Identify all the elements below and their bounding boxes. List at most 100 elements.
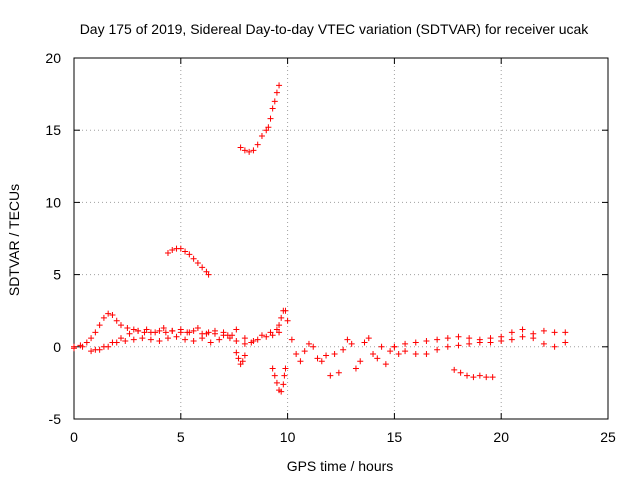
data-point	[357, 358, 364, 365]
x-tick-labels: 0 5 10 15 20 25	[70, 429, 616, 445]
data-point	[105, 310, 112, 317]
data-point	[199, 264, 206, 271]
data-point	[113, 317, 120, 324]
data-point	[258, 332, 265, 339]
y-tick-label: 15	[45, 122, 61, 138]
data-point	[117, 322, 124, 329]
x-tick-label: 10	[280, 429, 296, 445]
data-point	[135, 327, 142, 334]
data-point	[412, 351, 419, 358]
data-point	[476, 372, 483, 379]
data-point	[267, 115, 274, 122]
data-point	[395, 351, 402, 358]
data-point	[130, 326, 137, 333]
data-point	[387, 348, 394, 355]
data-series	[233, 349, 248, 368]
x-tick-label: 25	[600, 429, 616, 445]
data-point	[412, 339, 419, 346]
data-point	[562, 329, 569, 336]
data-point	[271, 372, 278, 379]
data-point	[152, 329, 159, 336]
data-point	[199, 335, 206, 342]
data-point	[282, 307, 289, 314]
data-point	[540, 340, 547, 347]
data-point	[335, 369, 342, 376]
data-point	[276, 322, 283, 329]
data-point	[340, 346, 347, 353]
data-point	[246, 148, 253, 155]
data-point	[100, 314, 107, 321]
data-point	[186, 251, 193, 258]
data-point	[280, 381, 287, 388]
data-point	[79, 343, 86, 350]
data-point	[483, 374, 490, 381]
data-point	[508, 329, 515, 336]
data-point	[457, 369, 464, 376]
y-axis-label: SDTVAR / TECUs	[6, 184, 22, 296]
data-point	[233, 349, 240, 356]
data-point	[327, 372, 334, 379]
data-point	[344, 336, 351, 343]
data-point	[239, 358, 246, 365]
data-point	[282, 365, 289, 372]
y-tick-label: 10	[45, 194, 61, 210]
data-point	[265, 124, 272, 131]
data-point	[352, 365, 359, 372]
data-point	[370, 351, 377, 358]
data-point	[143, 326, 150, 333]
data-point	[83, 339, 90, 346]
data-point	[365, 335, 372, 342]
data-point	[271, 98, 278, 105]
data-point	[182, 336, 189, 343]
data-point	[190, 338, 197, 345]
data-point	[519, 333, 526, 340]
data-point	[288, 336, 295, 343]
data-point	[278, 314, 285, 321]
data-point	[139, 335, 146, 342]
data-point	[310, 343, 317, 350]
data-point	[254, 141, 261, 148]
y-tick-label: 20	[45, 50, 61, 66]
data-point	[423, 351, 430, 358]
data-point	[92, 346, 99, 353]
data-point	[164, 249, 171, 256]
data-point	[122, 338, 129, 345]
chart-title: Day 175 of 2019, Sidereal Day-to-day VTE…	[80, 21, 590, 37]
data-point	[71, 345, 77, 352]
data-point	[186, 329, 193, 336]
data-point	[233, 338, 240, 345]
data-point	[254, 336, 261, 343]
data-point	[229, 332, 236, 339]
data-point	[455, 333, 462, 340]
data-point	[466, 335, 473, 342]
data-point	[293, 351, 300, 358]
data-point	[562, 339, 569, 346]
data-point	[374, 355, 381, 362]
data-point	[169, 247, 176, 254]
data-point	[444, 343, 451, 350]
data-point	[237, 144, 244, 151]
data-point	[273, 326, 280, 333]
grid	[73, 57, 609, 420]
data-point	[284, 317, 291, 324]
data-point	[455, 342, 462, 349]
data-point	[434, 336, 441, 343]
data-point	[160, 325, 167, 332]
x-tick-label: 0	[70, 429, 78, 445]
data-series	[92, 325, 236, 353]
data-point	[156, 338, 163, 345]
data-point	[164, 335, 171, 342]
x-axis-label: GPS time / hours	[287, 458, 394, 474]
data-point	[519, 326, 526, 333]
data-series	[164, 245, 212, 278]
data-point	[331, 351, 338, 358]
data-series	[71, 326, 280, 355]
data-point	[211, 327, 218, 334]
data-point	[96, 322, 103, 329]
data-point	[498, 338, 505, 345]
data-point	[207, 339, 214, 346]
data-point	[391, 343, 398, 350]
data-point	[273, 379, 280, 386]
data-point	[361, 339, 368, 346]
